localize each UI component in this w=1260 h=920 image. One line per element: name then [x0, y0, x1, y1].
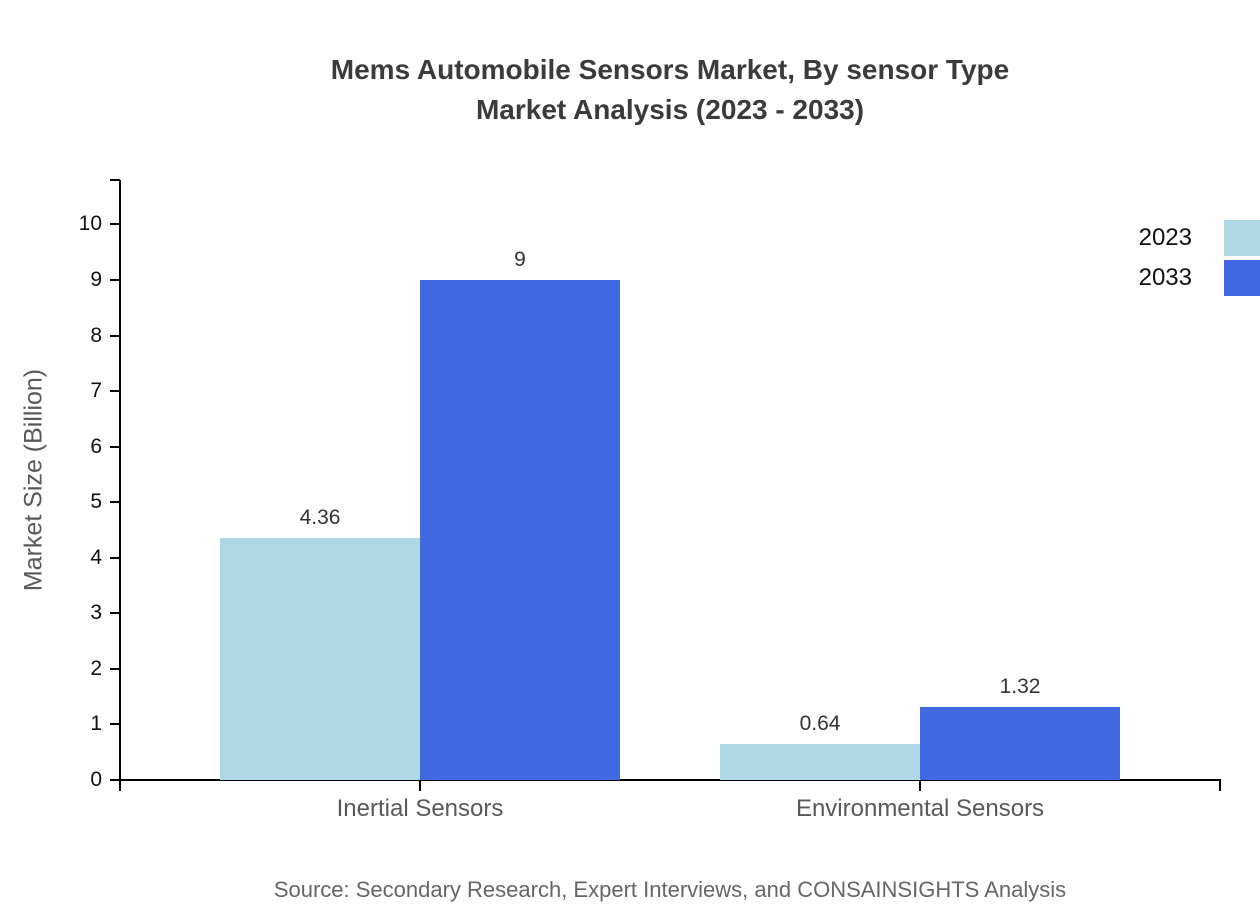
y-axis-tick-label: 0: [90, 768, 102, 791]
y-axis-tick-label: 2: [90, 656, 102, 680]
x-axis-category-label: Inertial Sensors: [336, 795, 504, 822]
legend-item-2023: 2023: [1139, 220, 1260, 256]
y-axis-tick: [110, 445, 120, 448]
x-axis-line: [119, 779, 1221, 781]
y-axis-tick-label: 5: [90, 490, 102, 514]
y-axis-tick-label: 4: [90, 545, 102, 569]
y-axis-tick: [110, 501, 120, 504]
y-axis-tick: [110, 779, 120, 781]
y-axis-tick-label: 7: [90, 379, 102, 403]
x-axis-tick: [919, 781, 921, 791]
x-axis-left-cap: [119, 780, 121, 791]
y-axis-line: [119, 180, 121, 780]
x-axis-tick: [419, 781, 421, 791]
y-axis-tick-label: 9: [90, 268, 102, 291]
y-axis-tick-label: 3: [90, 601, 102, 625]
source-note: Source: Secondary Research, Expert Inter…: [273, 877, 1067, 902]
y-axis-tick: [110, 612, 120, 615]
bar-2023-inertial-sensors: [220, 537, 420, 780]
x-axis-right-cap: [1219, 780, 1221, 791]
x-axis-category-label: Environmental Sensors: [795, 795, 1045, 822]
y-axis-tick: [110, 723, 120, 726]
legend-label-2023: 2023: [1138, 224, 1192, 251]
bar-2033-inertial-sensors: [420, 280, 620, 780]
chart-title: Mems Automobile Sensors Market, By senso…: [120, 50, 1220, 130]
y-axis-tick-label: 1: [90, 712, 102, 736]
y-axis-tick: [110, 334, 120, 337]
legend-label-2033: 2033: [1138, 264, 1192, 291]
chart-title-line1: Mems Automobile Sensors Market, By senso…: [330, 54, 1010, 85]
legend-swatch-2033: [1224, 260, 1260, 296]
y-axis-top-cap: [110, 179, 120, 181]
y-axis-tick: [110, 556, 120, 559]
y-axis-tick: [110, 223, 120, 226]
y-axis-tick-label: 8: [90, 323, 102, 347]
y-axis-tick-label: 10: [78, 212, 102, 236]
bar-value-label: 9: [514, 248, 526, 271]
y-axis-tick: [110, 279, 120, 281]
legend: 2023 2033: [1139, 220, 1260, 300]
chart-title-line2: Market Analysis (2023 - 2033): [475, 94, 865, 125]
legend-item-2033: 2033: [1139, 260, 1260, 296]
bar-value-label: 0.64: [799, 712, 841, 736]
y-axis-tick: [110, 667, 120, 670]
legend-swatch-2023: [1224, 220, 1260, 256]
bar-value-label: 1.32: [999, 674, 1041, 698]
bar-value-label: 4.36: [299, 505, 341, 529]
bar-2033-environmental-sensors: [920, 706, 1120, 780]
y-axis-tick: [110, 390, 120, 393]
y-axis-tick-label: 6: [90, 434, 102, 458]
bar-2023-environmental-sensors: [720, 744, 920, 780]
